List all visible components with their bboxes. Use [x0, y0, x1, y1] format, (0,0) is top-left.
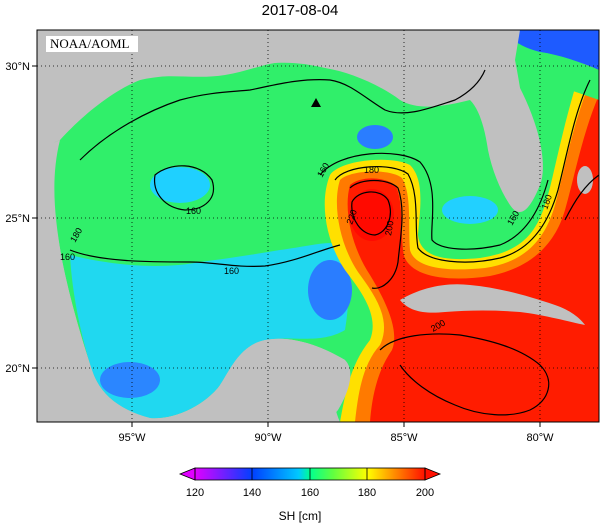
contour-loop-160 — [319, 152, 549, 250]
graticule — [37, 30, 599, 422]
lon-tick-label: 90°W — [254, 432, 282, 444]
contour-loop-200 — [349, 179, 403, 289]
mexico-land — [37, 140, 150, 422]
contour-label: 160 — [224, 266, 239, 276]
contour-lines — [69, 69, 599, 416]
lat-tick-label: 30°N — [5, 61, 30, 73]
tick-marks — [32, 65, 541, 427]
credit-box — [46, 36, 138, 52]
contour-200-south — [379, 333, 550, 416]
contour-label: 180 — [364, 165, 379, 175]
blue-eddy-central — [308, 260, 352, 320]
warm-eddy-core — [350, 189, 394, 241]
credit-text: NOAA/AOML — [50, 36, 130, 51]
contour-label: 180 — [539, 193, 554, 211]
lon-tick-label: 85°W — [390, 432, 418, 444]
loop-current-red — [347, 95, 599, 422]
colorbar-min-arrow — [178, 467, 196, 481]
contour-160-north — [79, 69, 486, 161]
north-coast-land — [37, 30, 430, 150]
colorbar: 120 140 160 180 200 — [178, 467, 442, 499]
contour-220 — [351, 191, 391, 236]
colorbar-tick: 180 — [358, 487, 376, 499]
colorbar-tick: 160 — [301, 487, 319, 499]
yucatan-land — [200, 338, 351, 422]
contour-label: 220 — [344, 208, 359, 226]
map-frame — [36, 29, 600, 423]
contour-loop-180 — [334, 79, 591, 263]
colorbar-tick: 140 — [243, 487, 261, 499]
station-marker-icon — [311, 98, 321, 107]
contour-200-east — [564, 174, 599, 221]
contour-180-west — [154, 165, 214, 211]
cyan-patch-east — [442, 196, 498, 224]
blue-patch-southwest — [100, 362, 160, 398]
lat-tick-label: 20°N — [5, 363, 30, 375]
florida-land — [430, 30, 533, 202]
colorbar-tick: 200 — [416, 487, 434, 499]
contour-label: 160 — [60, 252, 75, 262]
blue-eddy-north — [357, 125, 393, 149]
cuba-land — [400, 284, 585, 325]
map-title: 2017-08-04 — [261, 2, 339, 19]
atlantic-blue-corner — [505, 30, 599, 70]
contour-label-group: 160 180 160 160 180 220 200 160 180 160 … — [60, 161, 554, 334]
atlantic-green-band — [540, 52, 599, 100]
colorbar-max-arrow — [424, 467, 442, 481]
contour-label: 200 — [383, 220, 395, 237]
bahamas-land — [577, 166, 593, 194]
lon-tick-label: 95°W — [118, 432, 146, 444]
contour-160-south — [69, 244, 341, 267]
lat-tick-label: 25°N — [5, 213, 30, 225]
lon-tick-label: 80°W — [526, 432, 554, 444]
cyan-eddy-west — [150, 167, 210, 203]
colorbar-label: SH [cm] — [278, 509, 322, 523]
colorbar-tick: 120 — [186, 487, 204, 499]
contour-label: 160 — [186, 206, 201, 216]
